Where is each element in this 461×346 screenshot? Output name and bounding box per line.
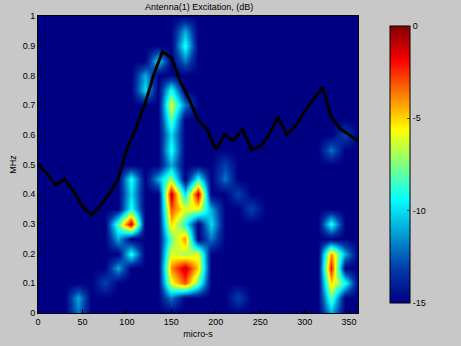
svg-text:0.6: 0.6 (23, 130, 36, 140)
svg-text:150: 150 (164, 317, 179, 327)
svg-text:-10: -10 (413, 206, 426, 216)
svg-text:0.9: 0.9 (23, 41, 36, 51)
svg-text:0.1: 0.1 (23, 278, 36, 288)
svg-text:300: 300 (297, 317, 312, 327)
svg-text:micro-s: micro-s (183, 329, 213, 339)
svg-text:0.3: 0.3 (23, 219, 36, 229)
svg-text:100: 100 (119, 317, 134, 327)
svg-text:0.2: 0.2 (23, 249, 36, 259)
svg-text:-5: -5 (413, 113, 421, 123)
svg-text:0: 0 (30, 308, 35, 318)
svg-text:0.5: 0.5 (23, 160, 36, 170)
svg-text:0: 0 (35, 317, 40, 327)
svg-text:200: 200 (208, 317, 223, 327)
svg-text:0: 0 (413, 21, 418, 31)
svg-text:250: 250 (253, 317, 268, 327)
svg-text:Antenna(1) Excitation, (dB): Antenna(1) Excitation, (dB) (145, 2, 253, 12)
svg-text:0.4: 0.4 (23, 189, 36, 199)
svg-text:0.7: 0.7 (23, 100, 36, 110)
svg-text:0.8: 0.8 (23, 71, 36, 81)
svg-text:MHz: MHz (8, 155, 18, 174)
svg-text:350: 350 (342, 317, 357, 327)
svg-text:-15: -15 (413, 298, 426, 308)
svg-text:50: 50 (77, 317, 87, 327)
svg-text:1: 1 (30, 11, 35, 21)
